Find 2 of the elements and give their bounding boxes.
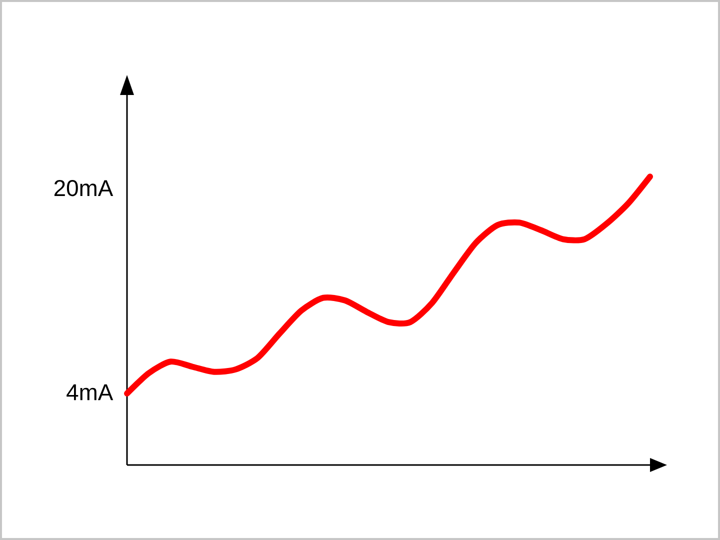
y-tick-label: 4mA: [66, 384, 114, 400]
y-tick-label: 20mA: [54, 180, 114, 196]
